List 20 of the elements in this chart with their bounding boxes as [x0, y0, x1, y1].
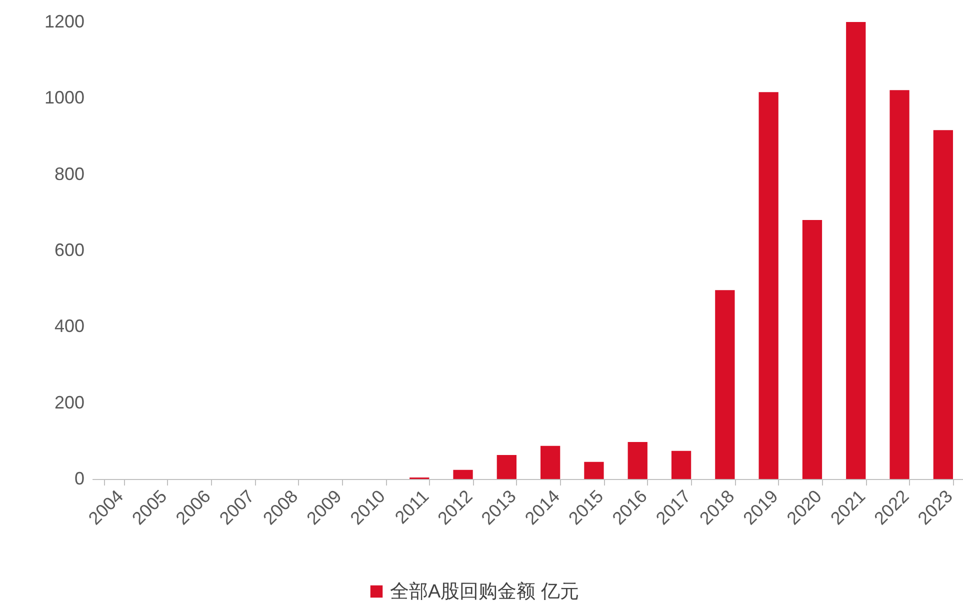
- bar: [715, 290, 735, 479]
- y-tick-label: 400: [54, 316, 84, 336]
- bar: [584, 462, 604, 479]
- y-tick-label: 200: [54, 392, 84, 412]
- bar: [846, 22, 866, 479]
- y-tick-label: 1200: [44, 12, 84, 32]
- legend-label: 全部A股回购金额 亿元: [390, 580, 579, 602]
- y-tick-label: 600: [54, 240, 84, 260]
- y-tick-label: 800: [54, 164, 84, 184]
- y-tick-label: 1000: [44, 88, 84, 108]
- y-tick-label: 0: [74, 468, 84, 488]
- bar: [890, 90, 910, 479]
- bar: [758, 92, 778, 479]
- bar: [628, 442, 648, 479]
- bar: [496, 455, 516, 479]
- bar: [802, 220, 822, 479]
- bar: [671, 450, 692, 479]
- bar: [933, 130, 953, 479]
- bar: [453, 470, 473, 479]
- bar: [540, 446, 560, 479]
